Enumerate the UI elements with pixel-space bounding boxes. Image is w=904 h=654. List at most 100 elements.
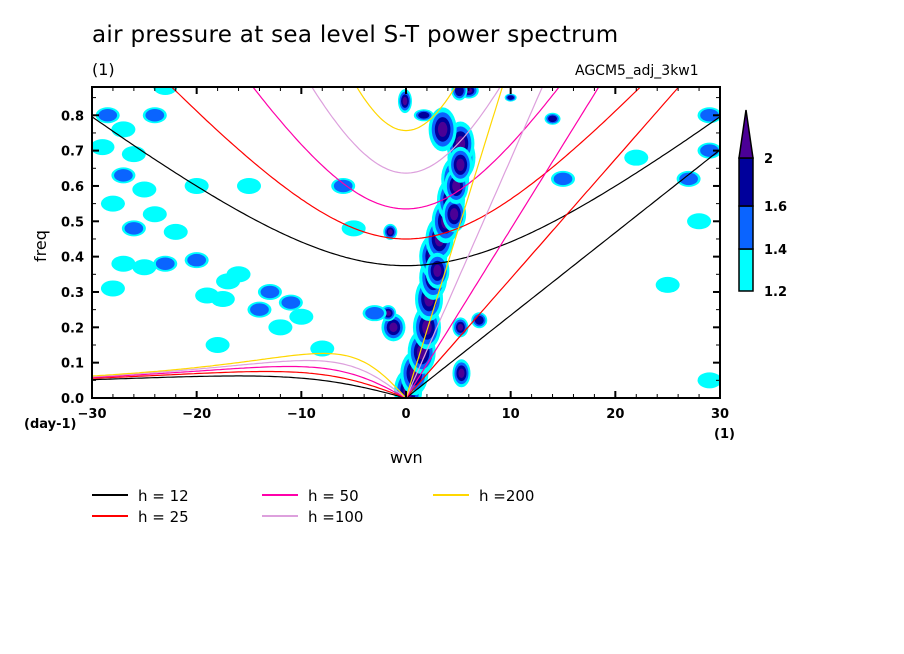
y-tick-label: 0.4 [61, 251, 84, 266]
shaded-blob [507, 95, 515, 100]
y-tick-label: 0.2 [61, 321, 84, 336]
shaded-blob [111, 255, 136, 272]
dispersion-curve-h100 [405, 87, 544, 398]
dispersion-curve-h50 [92, 365, 407, 398]
shaded-blob [687, 213, 712, 230]
y-tick-label: 0.0 [61, 392, 84, 407]
shaded-blob [402, 97, 408, 106]
legend-entry: h = 25 [138, 508, 189, 526]
x-tick-label: −10 [287, 407, 316, 422]
y-tick-label: 0.3 [61, 286, 84, 301]
dispersion-curve-h200 [356, 87, 456, 132]
shaded-blob [624, 149, 649, 166]
shaded-blob [385, 310, 391, 316]
shaded-blob [237, 177, 261, 194]
shaded-blob [250, 303, 269, 316]
dispersion-curve-h200 [92, 352, 407, 398]
shaded-blob [655, 276, 680, 293]
shaded-blob [268, 319, 293, 336]
shaded-blob [187, 253, 207, 267]
shaded-blob [450, 208, 459, 221]
shaded-blob [433, 264, 442, 277]
dispersion-curve-h50 [405, 87, 600, 398]
shaded-blob [389, 322, 398, 333]
shaded-blob [474, 315, 484, 325]
shaded-blob [310, 340, 335, 357]
dispersion-curve-h25 [92, 370, 407, 398]
y-axis-unit: (day-1) [24, 417, 76, 432]
shaded-blob [679, 172, 698, 186]
spectrum-shading [92, 87, 720, 398]
y-tick-label: 0.7 [61, 145, 84, 160]
colorbar-label: 1.6 [764, 200, 787, 215]
shaded-blob [132, 181, 157, 198]
shaded-blob [418, 111, 430, 119]
dispersion-curve-h100 [92, 359, 407, 398]
y-tick-label: 0.8 [61, 109, 84, 124]
shaded-blob [92, 139, 115, 156]
colorbar-segment [738, 248, 754, 292]
legend-entry: h =100 [308, 508, 363, 526]
shaded-blob [456, 158, 465, 171]
shaded-blob [260, 285, 280, 299]
shaded-blob [100, 195, 125, 212]
shaded-blob [553, 172, 573, 186]
dispersion-curves [92, 87, 720, 398]
x-tick-label: 20 [606, 407, 624, 422]
shaded-blob [132, 259, 157, 276]
x-tick-label: 10 [502, 407, 520, 422]
shaded-blob [163, 223, 188, 240]
shaded-blob [100, 280, 125, 297]
dispersion-curve-h12 [92, 375, 407, 398]
colorbar: 1.2 1.4 1.6 2 [738, 109, 787, 300]
shaded-blob [333, 179, 353, 193]
shaded-blob [454, 87, 464, 97]
shaded-blob [289, 308, 314, 325]
x-axis-unit: (1) [714, 427, 735, 442]
legend: h = 12 h = 25 h = 50 h =100 h =200 [92, 487, 534, 526]
shaded-blob [697, 372, 720, 389]
dispersion-curve-h25 [405, 87, 680, 398]
shaded-blob [422, 319, 432, 335]
chart-title: air pressure at sea level S-T power spec… [92, 22, 619, 48]
shaded-blob [98, 109, 118, 122]
shaded-blob [114, 169, 133, 182]
x-axis: −30 −20 −10 0 10 20 30 [78, 87, 729, 422]
y-tick-label: 0.6 [61, 180, 84, 195]
legend-entry: h =200 [479, 487, 534, 505]
chart-subtitle-experiment: AGCM5_adj_3kw1 [575, 63, 699, 79]
shaded-blob [457, 323, 464, 331]
dispersion-curve-h12 [92, 116, 720, 267]
shaded-blob [124, 222, 144, 235]
shaded-blob [458, 368, 465, 379]
shaded-blob [437, 121, 448, 137]
colorbar-extend-triangle [738, 109, 754, 159]
shaded-blob [111, 121, 136, 138]
shaded-blob [205, 336, 230, 353]
dispersion-curve-h50 [252, 87, 560, 210]
chart-subtitle-units: (1) [92, 60, 115, 79]
shaded-blob [155, 257, 175, 270]
colorbar-segment [738, 205, 754, 250]
legend-entry: h = 12 [138, 487, 189, 505]
dispersion-curve-h200 [405, 87, 503, 398]
shaded-blob [226, 266, 251, 283]
shaded-blob [145, 109, 165, 122]
dispersion-curve-h12 [405, 149, 720, 398]
x-axis-label: wvn [390, 448, 423, 467]
shaded-blob [548, 115, 558, 123]
x-tick-label: 0 [401, 407, 410, 422]
colorbar-label: 1.4 [764, 243, 787, 258]
shaded-blob [153, 87, 178, 95]
dispersion-curve-h100 [311, 87, 501, 174]
x-tick-label: −30 [78, 407, 107, 422]
shaded-blob [387, 229, 393, 235]
colorbar-label: 1.2 [764, 285, 787, 300]
y-axis: 0.0 0.1 0.2 0.3 0.4 0.5 0.6 0.7 0.8 [61, 97, 720, 407]
shaded-blob [121, 146, 146, 163]
x-tick-label: −20 [182, 407, 211, 422]
plot-frame [91, 86, 721, 399]
y-axis-label: freq [31, 230, 50, 262]
legend-entry: h = 50 [308, 487, 359, 505]
